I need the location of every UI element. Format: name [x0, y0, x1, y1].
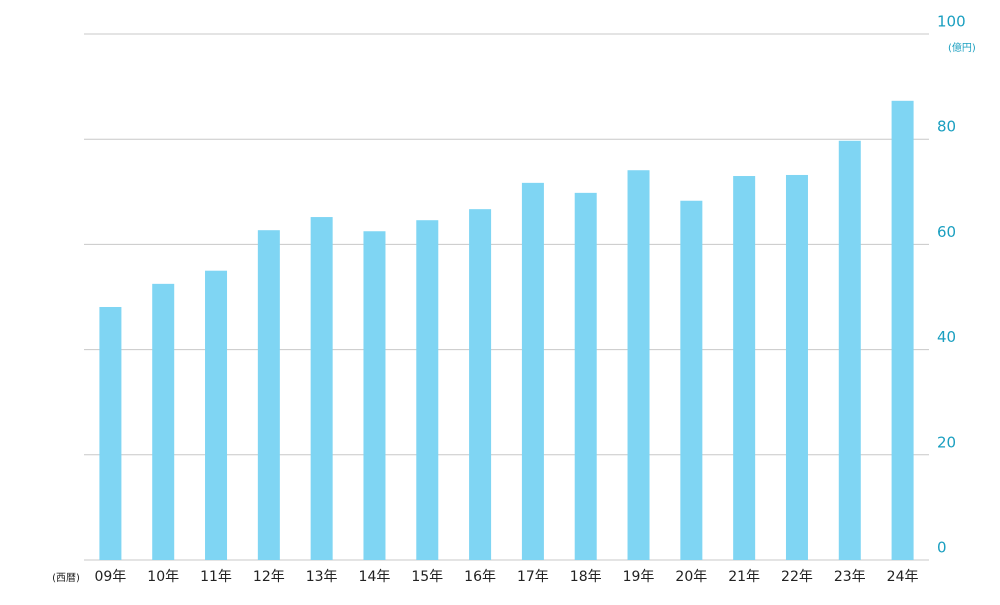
bar: [733, 176, 756, 560]
bar: [627, 170, 650, 560]
bar: [891, 100, 914, 560]
x-tick-label: 19年: [623, 569, 655, 585]
x-tick-label: 15年: [411, 569, 443, 585]
bar: [469, 209, 492, 560]
bar: [574, 192, 597, 561]
y-tick-label: 40: [937, 328, 956, 346]
x-tick-label: 11年: [200, 569, 232, 585]
x-tick-label: 10年: [147, 569, 179, 585]
x-tick-label: 22年: [781, 569, 813, 585]
y-tick-label: 60: [937, 223, 956, 241]
x-tick-label: 18年: [570, 569, 602, 585]
bar: [838, 140, 861, 560]
x-tick-label: 24年: [887, 569, 919, 585]
x-tick-label: 20年: [675, 569, 707, 585]
y-tick-label: 80: [937, 118, 956, 136]
bar: [205, 270, 228, 560]
x-tick-label: 12年: [253, 569, 285, 585]
bar: [152, 283, 175, 560]
x-tick-label: 14年: [359, 569, 391, 585]
y-tick-label: 100: [937, 13, 966, 31]
x-tick-label: 17年: [517, 569, 549, 585]
bar: [310, 217, 333, 560]
bar: [680, 200, 703, 560]
x-tick-label: 16年: [464, 569, 496, 585]
x-unit: (西暦): [52, 572, 80, 584]
x-tick-label: 13年: [306, 569, 338, 585]
bar: [99, 306, 122, 560]
x-tick-label: 09年: [94, 569, 126, 585]
x-tick-label: 21年: [728, 569, 760, 585]
bar: [521, 182, 544, 560]
y-tick-label: 20: [937, 433, 956, 451]
x-tick-label: 23年: [834, 569, 866, 585]
bar: [785, 174, 808, 560]
y-unit: (億円): [948, 41, 976, 54]
bar: [257, 230, 280, 560]
bar: [363, 231, 386, 560]
bar: [416, 220, 439, 561]
y-tick-label: 0: [937, 539, 947, 557]
